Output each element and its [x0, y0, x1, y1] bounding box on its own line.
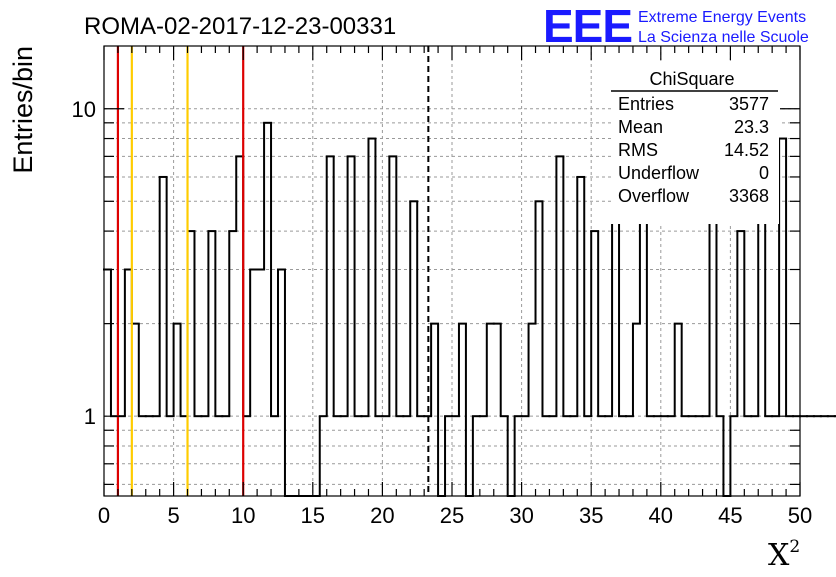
chart-title: ROMA-02-2017-12-23-00331 — [84, 13, 396, 40]
stats-row-label: Entries — [618, 94, 674, 114]
x-tick-label: 15 — [301, 503, 325, 528]
x-axis-label: X2 — [768, 537, 800, 572]
eee-logo-line2: La Scienza nelle Scuole — [638, 29, 809, 44]
eee-logo-line1: Extreme Energy Events — [638, 9, 806, 26]
stats-row-label: Overflow — [618, 186, 690, 206]
stats-box-title: ChiSquare — [649, 69, 734, 89]
histogram-bars — [103, 121, 836, 497]
stats-row-value: 3577 — [729, 94, 769, 114]
stats-row-value: 0 — [759, 163, 769, 183]
marker-lines — [116, 46, 430, 496]
axis-ticks — [103, 46, 801, 496]
y-tick-label: 1 — [84, 404, 96, 429]
x-tick-label: 0 — [98, 503, 110, 528]
stats-box: ChiSquare Entries 3577 Mean 23.3 RMS 14.52 Und… — [611, 64, 779, 224]
y-axis-label: Entries/bin — [8, 46, 38, 174]
y-tick-labels: 1 10 — [72, 97, 96, 429]
stats-row-value: 23.3 — [734, 117, 769, 137]
stats-row-label: Underflow — [618, 163, 700, 183]
x-tick-label: 35 — [579, 503, 603, 528]
x-tick-label: 40 — [649, 503, 673, 528]
x-tick-label: 20 — [370, 503, 394, 528]
x-tick-label: 45 — [718, 503, 742, 528]
stats-row-label: Mean — [618, 117, 663, 137]
eee-logo: EEE Extreme Energy Events La Scienza nel… — [543, 0, 833, 52]
x-tick-labels: 0 5 10 15 20 25 30 35 40 45 50 — [98, 503, 812, 528]
x-tick-label: 30 — [509, 503, 533, 528]
eee-logo-mark: EEE — [543, 4, 632, 44]
stats-row-label: RMS — [618, 140, 658, 160]
x-tick-label: 10 — [231, 503, 255, 528]
x-axis-label-superscript: 2 — [789, 537, 800, 557]
y-tick-label: 10 — [72, 97, 96, 122]
stats-row-value: 3368 — [729, 186, 769, 206]
x-tick-label: 50 — [788, 503, 812, 528]
x-tick-label: 5 — [167, 503, 179, 528]
x-axis-label-main: X — [768, 538, 790, 572]
stats-row-value: 14.52 — [724, 140, 769, 160]
x-tick-label: 25 — [440, 503, 464, 528]
